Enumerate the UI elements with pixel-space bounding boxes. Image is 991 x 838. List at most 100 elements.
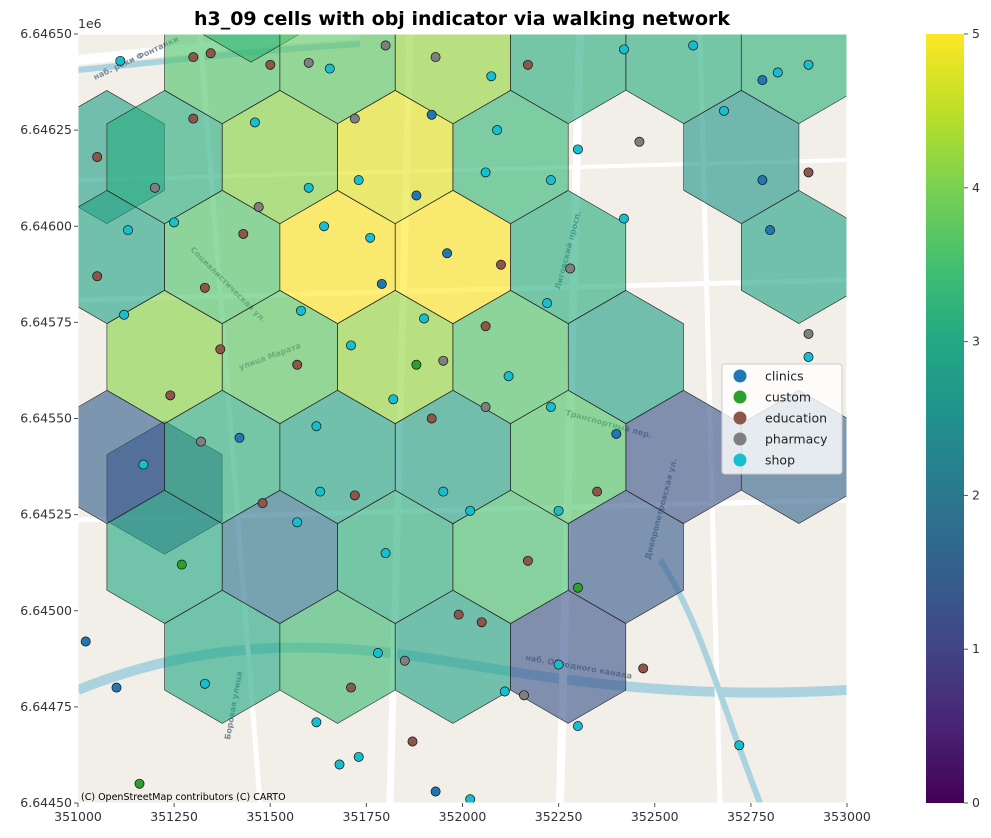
colorbar-tick-label: 2 [972,487,980,502]
poi-point-education [454,610,463,619]
poi-point-pharmacy [254,202,263,211]
poi-point-pharmacy [196,437,205,446]
poi-point-education [266,60,275,69]
poi-point-shop [346,341,355,350]
colorbar: 0 1 2 3 4 5 [926,26,980,810]
legend-label-clinics: clinics [765,369,804,384]
poi-point-shop [316,487,325,496]
x-axis: 351000 351250 351500 351750 352000 352250 3525… [54,803,871,824]
poi-point-shop [735,741,744,750]
legend-marker-clinics [734,370,747,383]
poi-point-pharmacy [350,114,359,123]
x-tick-label: 351000 [54,809,102,824]
poi-point-education [523,556,532,565]
colorbar-tick-label: 4 [972,180,980,195]
poi-point-shop [619,214,628,223]
poi-point-clinics [235,433,244,442]
y-tick-label: 6.64650 [20,26,72,41]
poi-point-shop [619,45,628,54]
poi-point-clinics [443,249,452,258]
legend-marker-pharmacy [734,433,747,446]
poi-point-education [189,114,198,123]
poi-point-shop [466,506,475,515]
legend-label-education: education [765,411,827,426]
poi-point-shop [304,183,313,192]
poi-point-education [200,283,209,292]
y-tick-label: 6.64450 [20,795,72,810]
poi-point-shop [312,422,321,431]
legend-label-shop: shop [765,453,795,468]
y-axis: 6.64450 6.64475 6.64500 6.64525 6.64550 6.645… [20,26,78,810]
poi-point-shop [439,487,448,496]
legend-marker-shop [734,454,747,467]
poi-point-education [523,60,532,69]
x-tick-label: 353000 [823,809,871,824]
poi-point-shop [466,795,475,804]
x-tick-label: 352750 [727,809,775,824]
poi-point-shop [573,145,582,154]
colorbar-tick-label: 3 [972,334,980,349]
poi-point-shop [543,299,552,308]
poi-point-shop [420,314,429,323]
poi-point-shop [773,68,782,77]
poi-point-clinics [766,226,775,235]
poi-point-shop [320,222,329,231]
poi-point-clinics [758,176,767,185]
poi-point-pharmacy [304,58,313,67]
y-tick-label: 6.64550 [20,411,72,426]
y-tick-label: 6.64625 [20,122,72,137]
poi-point-shop [250,118,259,127]
colorbar-gradient [926,34,964,803]
poi-point-shop [804,60,813,69]
poi-point-clinics [377,279,386,288]
poi-point-shop [481,168,490,177]
poi-point-shop [389,395,398,404]
poi-point-shop [804,352,813,361]
poi-point-clinics [431,787,440,796]
poi-point-pharmacy [439,356,448,365]
poi-point-education [93,152,102,161]
poi-point-shop [200,679,209,688]
x-tick-label: 351250 [150,809,198,824]
poi-point-shop [366,233,375,242]
legend: clinicscustomeducationpharmacyshop [722,364,842,474]
poi-point-shop [312,718,321,727]
poi-point-shop [493,126,502,135]
poi-point-clinics [427,110,436,119]
y-tick-label: 6.64525 [20,507,72,522]
poi-point-custom [177,560,186,569]
y-tick-label: 6.64500 [20,603,72,618]
poi-point-pharmacy [519,691,528,700]
colorbar-tick-label: 1 [972,641,980,656]
poi-point-clinics [612,429,621,438]
poi-point-clinics [112,683,121,692]
poi-point-education [427,414,436,423]
poi-point-education [593,487,602,496]
poi-point-shop [373,648,382,657]
poi-point-shop [554,660,563,669]
chart-title: h3_09 cells with obj indicator via walki… [194,8,730,30]
poi-point-shop [719,106,728,115]
x-tick-label: 352250 [535,809,583,824]
poi-point-education [206,49,215,58]
y-tick-label: 6.64600 [20,218,72,233]
poi-point-custom [135,779,144,788]
poi-point-shop [354,176,363,185]
poi-point-shop [120,310,129,319]
legend-marker-custom [734,391,747,404]
poi-point-pharmacy [566,264,575,273]
poi-point-shop [554,506,563,515]
poi-point-clinics [81,637,90,646]
poi-point-shop [689,41,698,50]
x-tick-label: 351750 [343,809,391,824]
poi-point-custom [412,360,421,369]
poi-point-pharmacy [381,41,390,50]
poi-point-shop [116,56,125,65]
poi-point-education [166,391,175,400]
poi-point-shop [123,226,132,235]
poi-point-education [239,229,248,238]
poi-point-shop [335,760,344,769]
poi-point-pharmacy [635,137,644,146]
poi-point-shop [293,518,302,527]
